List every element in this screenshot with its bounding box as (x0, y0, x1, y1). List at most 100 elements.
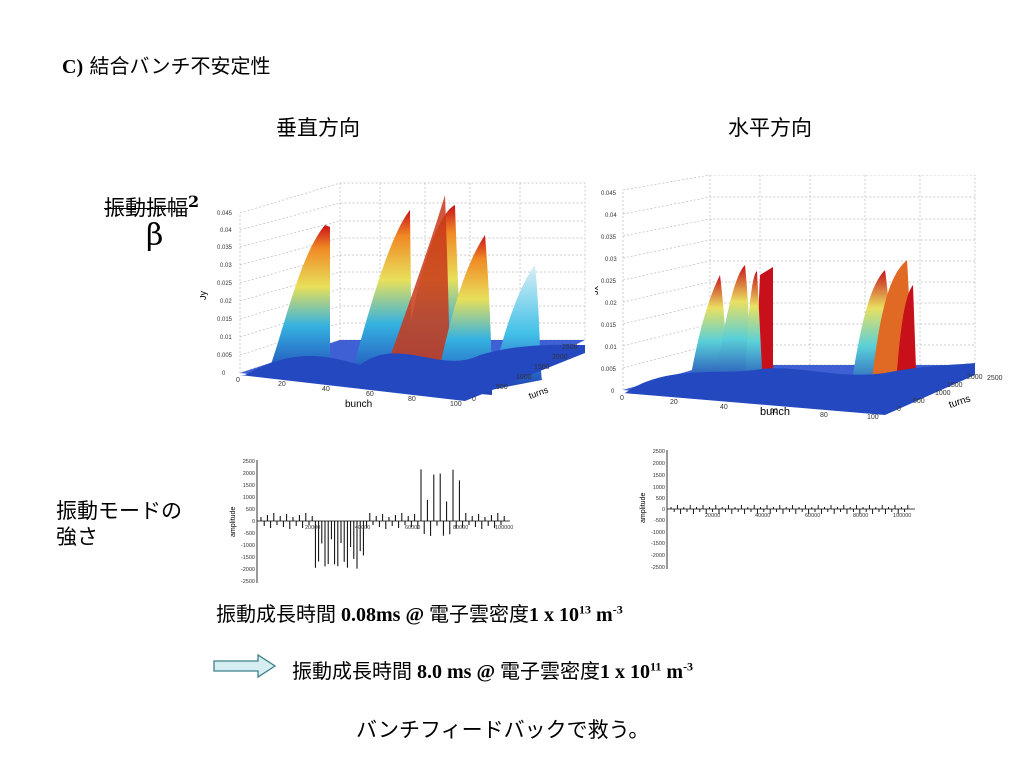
rm-ytick-10: -2500 (651, 565, 665, 571)
left-y-tick-3: 1500 (534, 364, 550, 371)
right-z-tick-7: 0.035 (601, 235, 617, 241)
right-z-tick-1: 0.005 (601, 367, 617, 373)
slide-title: C) 結合バンチ不安定性 (62, 50, 270, 79)
right-x-tick-1: 20 (670, 399, 678, 406)
right-x-tick-3: 60 (770, 408, 778, 415)
right-y-tick-3: 1500 (947, 382, 963, 389)
left-y-tick-0: 0 (472, 396, 476, 403)
lm-ytick-9: -2000 (241, 567, 255, 573)
lm-ytick-0: 2500 (243, 459, 255, 465)
l2-density: 1 x 10 (600, 661, 651, 683)
rm-ytick-2: 1500 (653, 473, 665, 479)
l2-density-label: 電子雲密度 (500, 659, 601, 683)
left-x-tick-5: 100 (450, 401, 462, 408)
right-z-tick-0: 0 (611, 389, 615, 395)
l1-unit: m (591, 604, 613, 626)
rm-ytick-7: -1000 (651, 530, 665, 536)
right-z-tick-4: 0.02 (605, 301, 617, 307)
lm-xtick-3: 80000 (453, 525, 468, 531)
amplitude-label-sup: 2 (188, 192, 200, 211)
rm-xtick-4: 100000 (893, 513, 911, 519)
rm-ytick-3: 1000 (653, 485, 665, 491)
rm-xtick-2: 60000 (805, 513, 820, 519)
horizontal-3d-surface-plot: 0 0.005 0.01 0.015 0.02 0.025 0.03 0.035… (595, 175, 1003, 420)
lm-ytick-6: -500 (244, 531, 255, 537)
left-z-tick-8: 0.04 (220, 228, 232, 234)
left-x-tick-0: 0 (236, 377, 240, 384)
l1-exp: 13 (579, 602, 592, 617)
right-z-label: Jx (595, 286, 600, 296)
left-z-tick-7: 0.035 (217, 245, 233, 251)
rm-ytick-9: -2000 (651, 553, 665, 559)
rm-ytick-0: 2500 (653, 449, 665, 455)
title-prefix: C) (62, 56, 84, 78)
left-z-tick-0: 0 (222, 371, 226, 377)
lm-xtick-1: 40000 (355, 525, 370, 531)
horizontal-direction-title: 水平方向 (728, 116, 812, 140)
l2-value: 8.0 ms @ (412, 661, 501, 683)
right-z-tick-6: 0.03 (605, 257, 617, 263)
left-y-tick-4: 2000 (552, 354, 568, 361)
right-plot-grid (622, 175, 976, 391)
lm-ytick-7: -1000 (241, 543, 255, 549)
mode-label-line1: 振動モードの (56, 499, 182, 523)
amplitude-label: 振動振幅2 β (104, 190, 200, 253)
growth-time-line-2: 振動成長時間 8.0 ms @ 電子雲密度1 x 1011 m-3 (292, 655, 693, 684)
right-z-tick-8: 0.04 (605, 213, 617, 219)
right-x-tick-5: 100 (867, 414, 879, 420)
right-z-tick-3: 0.015 (601, 323, 617, 329)
left-z-tick-9: 0.045 (217, 211, 233, 217)
left-z-tick-1: 0.005 (217, 353, 233, 359)
title-text: 結合バンチ不安定性 (89, 54, 271, 78)
l2-growth-time: 振動成長時間 (292, 659, 412, 683)
vertical-mode-spectrum: 2500 2000 1500 1000 500 0 -500 -1000 -15… (230, 459, 513, 585)
left-z-tick-2: 0.01 (220, 335, 232, 341)
lm-ytick-3: 1000 (243, 495, 255, 501)
mode-strength-label: 振動モードの 強さ (56, 498, 182, 550)
left-mode-bars (260, 469, 505, 569)
right-y-tick-5: 2500 (987, 375, 1003, 382)
right-x-tick-4: 80 (820, 412, 828, 419)
left-x-tick-4: 80 (408, 396, 416, 403)
left-z-tick-3: 0.015 (217, 317, 233, 323)
right-z-tick-5: 0.025 (601, 279, 617, 285)
lm-ytick-8: -1500 (241, 555, 255, 561)
lm-ytick-4: 500 (246, 507, 255, 513)
l1-value: 0.08ms @ (336, 604, 430, 626)
vertical-direction-title: 垂直方向 (276, 116, 360, 140)
amplitude-label-text: 振動振幅 (104, 196, 188, 220)
growth-time-line-1: 振動成長時間 0.08ms @ 電子雲密度1 x 1013 m-3 (216, 598, 623, 627)
rm-ytick-5: 0 (662, 507, 665, 513)
right-x-tick-0: 0 (620, 395, 624, 402)
left-z-tick-6: 0.03 (220, 263, 232, 269)
l1-density: 1 x 10 (529, 604, 580, 626)
left-x-tick-1: 20 (278, 381, 286, 388)
left-x-label: bunch (345, 399, 372, 410)
lm-ylabel: amplitude (230, 507, 237, 537)
right-x-label: bunch (760, 406, 790, 418)
left-x-tick-2: 40 (322, 386, 330, 393)
conclusion-text: バンチフィードバックで救う。 (356, 718, 650, 742)
horizontal-mode-spectrum: 2500 2000 1500 1000 500 0 -500 -1000 -15… (640, 449, 915, 571)
right-x-tick-2: 40 (720, 404, 728, 411)
right-y-tick-1: 500 (913, 398, 925, 405)
right-y-label: turns (948, 394, 973, 411)
l1-unit-exp: -3 (612, 602, 623, 617)
lm-xtick-4: 100000 (495, 525, 513, 531)
l2-unit: m (661, 661, 684, 683)
rm-ytick-8: -1500 (651, 541, 665, 547)
rm-ytick-1: 2000 (653, 461, 665, 467)
right-y-tick-4: 2000 (967, 374, 983, 381)
left-z-tick-5: 0.025 (217, 281, 233, 287)
left-y-tick-2: 1000 (516, 374, 532, 381)
right-arrow-icon (213, 653, 277, 679)
rm-ylabel: amplitude (640, 493, 647, 523)
left-y-tick-5: 2500 (562, 344, 578, 351)
right-y-tick-0: 0 (897, 406, 901, 413)
right-z-tick-2: 0.01 (605, 345, 617, 351)
rm-ytick-6: -500 (654, 518, 665, 524)
l2-unit-exp: -3 (683, 659, 694, 674)
beta-symbol: β (146, 218, 164, 253)
vertical-3d-surface-plot: 0 0.005 0.01 0.015 0.02 0.025 0.03 0.035… (200, 182, 586, 410)
left-y-tick-1: 500 (496, 384, 508, 391)
